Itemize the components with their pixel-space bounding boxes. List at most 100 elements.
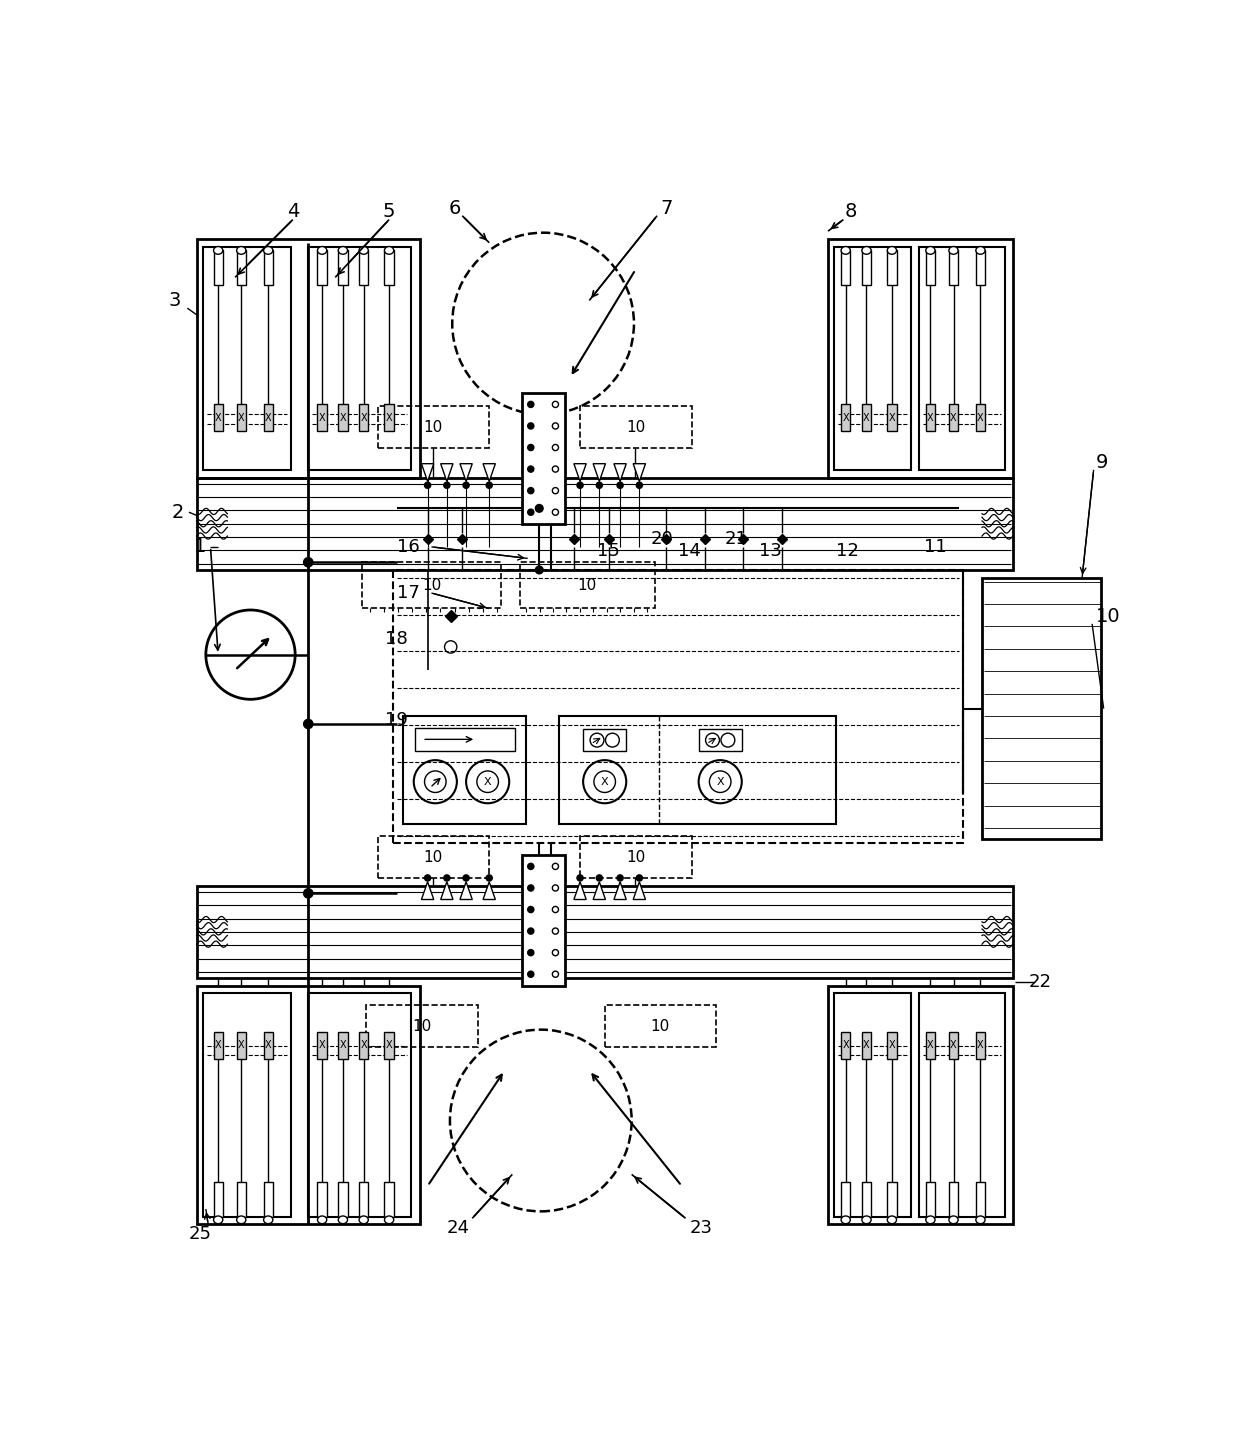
Bar <box>360 1032 368 1059</box>
Bar <box>926 405 935 432</box>
Ellipse shape <box>841 247 851 254</box>
Circle shape <box>698 760 742 803</box>
Bar <box>841 1032 851 1059</box>
Text: X: X <box>717 777 724 786</box>
Bar <box>841 1182 851 1217</box>
Ellipse shape <box>339 247 347 254</box>
Text: X: X <box>238 1040 244 1051</box>
Bar <box>835 247 911 470</box>
Bar <box>197 477 1013 569</box>
Bar <box>317 1182 326 1217</box>
Bar <box>949 405 959 432</box>
Text: X: X <box>386 413 392 423</box>
Polygon shape <box>484 464 495 481</box>
Text: X: X <box>340 1040 346 1051</box>
Text: X: X <box>361 1040 367 1051</box>
Bar <box>237 1182 246 1217</box>
Text: 1: 1 <box>195 538 207 556</box>
Text: X: X <box>484 777 491 786</box>
Text: 20: 20 <box>651 530 673 548</box>
Ellipse shape <box>888 1217 897 1224</box>
Bar <box>317 1032 326 1059</box>
Bar <box>580 406 692 448</box>
Ellipse shape <box>841 1217 851 1224</box>
Circle shape <box>577 483 583 488</box>
Bar <box>237 1032 246 1059</box>
Circle shape <box>528 509 534 516</box>
Circle shape <box>528 423 534 429</box>
Bar <box>926 250 935 285</box>
Ellipse shape <box>264 1217 273 1224</box>
Text: 15: 15 <box>598 542 620 559</box>
Circle shape <box>577 874 583 881</box>
Bar <box>384 250 394 285</box>
Text: 10: 10 <box>626 420 645 435</box>
Circle shape <box>444 874 450 881</box>
Circle shape <box>536 504 543 512</box>
Polygon shape <box>484 881 495 899</box>
Circle shape <box>424 874 430 881</box>
Text: 5: 5 <box>383 202 396 221</box>
Bar <box>888 1182 897 1217</box>
Ellipse shape <box>360 1217 368 1224</box>
Ellipse shape <box>213 1217 223 1224</box>
Bar <box>264 405 273 432</box>
Text: 22: 22 <box>1028 972 1052 991</box>
Circle shape <box>304 558 312 566</box>
Text: X: X <box>842 413 849 423</box>
Circle shape <box>424 483 430 488</box>
Text: 10: 10 <box>1096 607 1121 626</box>
Bar <box>203 994 291 1217</box>
Text: X: X <box>950 1040 957 1051</box>
Text: X: X <box>977 1040 983 1051</box>
Polygon shape <box>422 881 434 899</box>
Bar <box>213 405 223 432</box>
Text: 16: 16 <box>397 538 419 556</box>
Circle shape <box>528 884 534 892</box>
Text: 18: 18 <box>386 630 408 649</box>
Text: 23: 23 <box>689 1220 713 1237</box>
Ellipse shape <box>360 247 368 254</box>
Bar <box>862 1032 872 1059</box>
Text: 10: 10 <box>626 850 645 864</box>
Text: X: X <box>319 413 325 423</box>
Text: 2: 2 <box>171 503 184 522</box>
Bar <box>237 405 246 432</box>
Text: 8: 8 <box>844 202 857 221</box>
Text: X: X <box>950 413 957 423</box>
Ellipse shape <box>862 247 872 254</box>
Bar <box>828 985 1013 1224</box>
Bar <box>317 250 326 285</box>
Polygon shape <box>614 464 626 481</box>
Circle shape <box>618 874 624 881</box>
Bar <box>580 835 692 879</box>
Bar <box>414 728 515 751</box>
Text: 7: 7 <box>660 198 672 218</box>
Polygon shape <box>440 464 453 481</box>
Polygon shape <box>574 881 587 899</box>
Circle shape <box>636 874 642 881</box>
Bar <box>949 250 959 285</box>
Bar <box>264 1182 273 1217</box>
Circle shape <box>596 483 603 488</box>
Text: 13: 13 <box>759 542 781 559</box>
Polygon shape <box>422 464 434 481</box>
Bar <box>384 1032 394 1059</box>
Ellipse shape <box>213 247 223 254</box>
Circle shape <box>444 483 450 488</box>
Ellipse shape <box>862 1217 872 1224</box>
Ellipse shape <box>976 1217 985 1224</box>
Text: X: X <box>601 777 609 786</box>
Text: 12: 12 <box>836 542 858 559</box>
Bar <box>982 578 1101 840</box>
Text: X: X <box>928 1040 934 1051</box>
Circle shape <box>486 483 492 488</box>
Bar <box>841 250 851 285</box>
Bar <box>583 730 626 751</box>
Polygon shape <box>593 464 605 481</box>
Bar <box>377 835 490 879</box>
Text: X: X <box>215 1040 222 1051</box>
Text: 9: 9 <box>1096 452 1109 471</box>
Text: 10: 10 <box>412 1019 432 1035</box>
Text: X: X <box>238 413 244 423</box>
